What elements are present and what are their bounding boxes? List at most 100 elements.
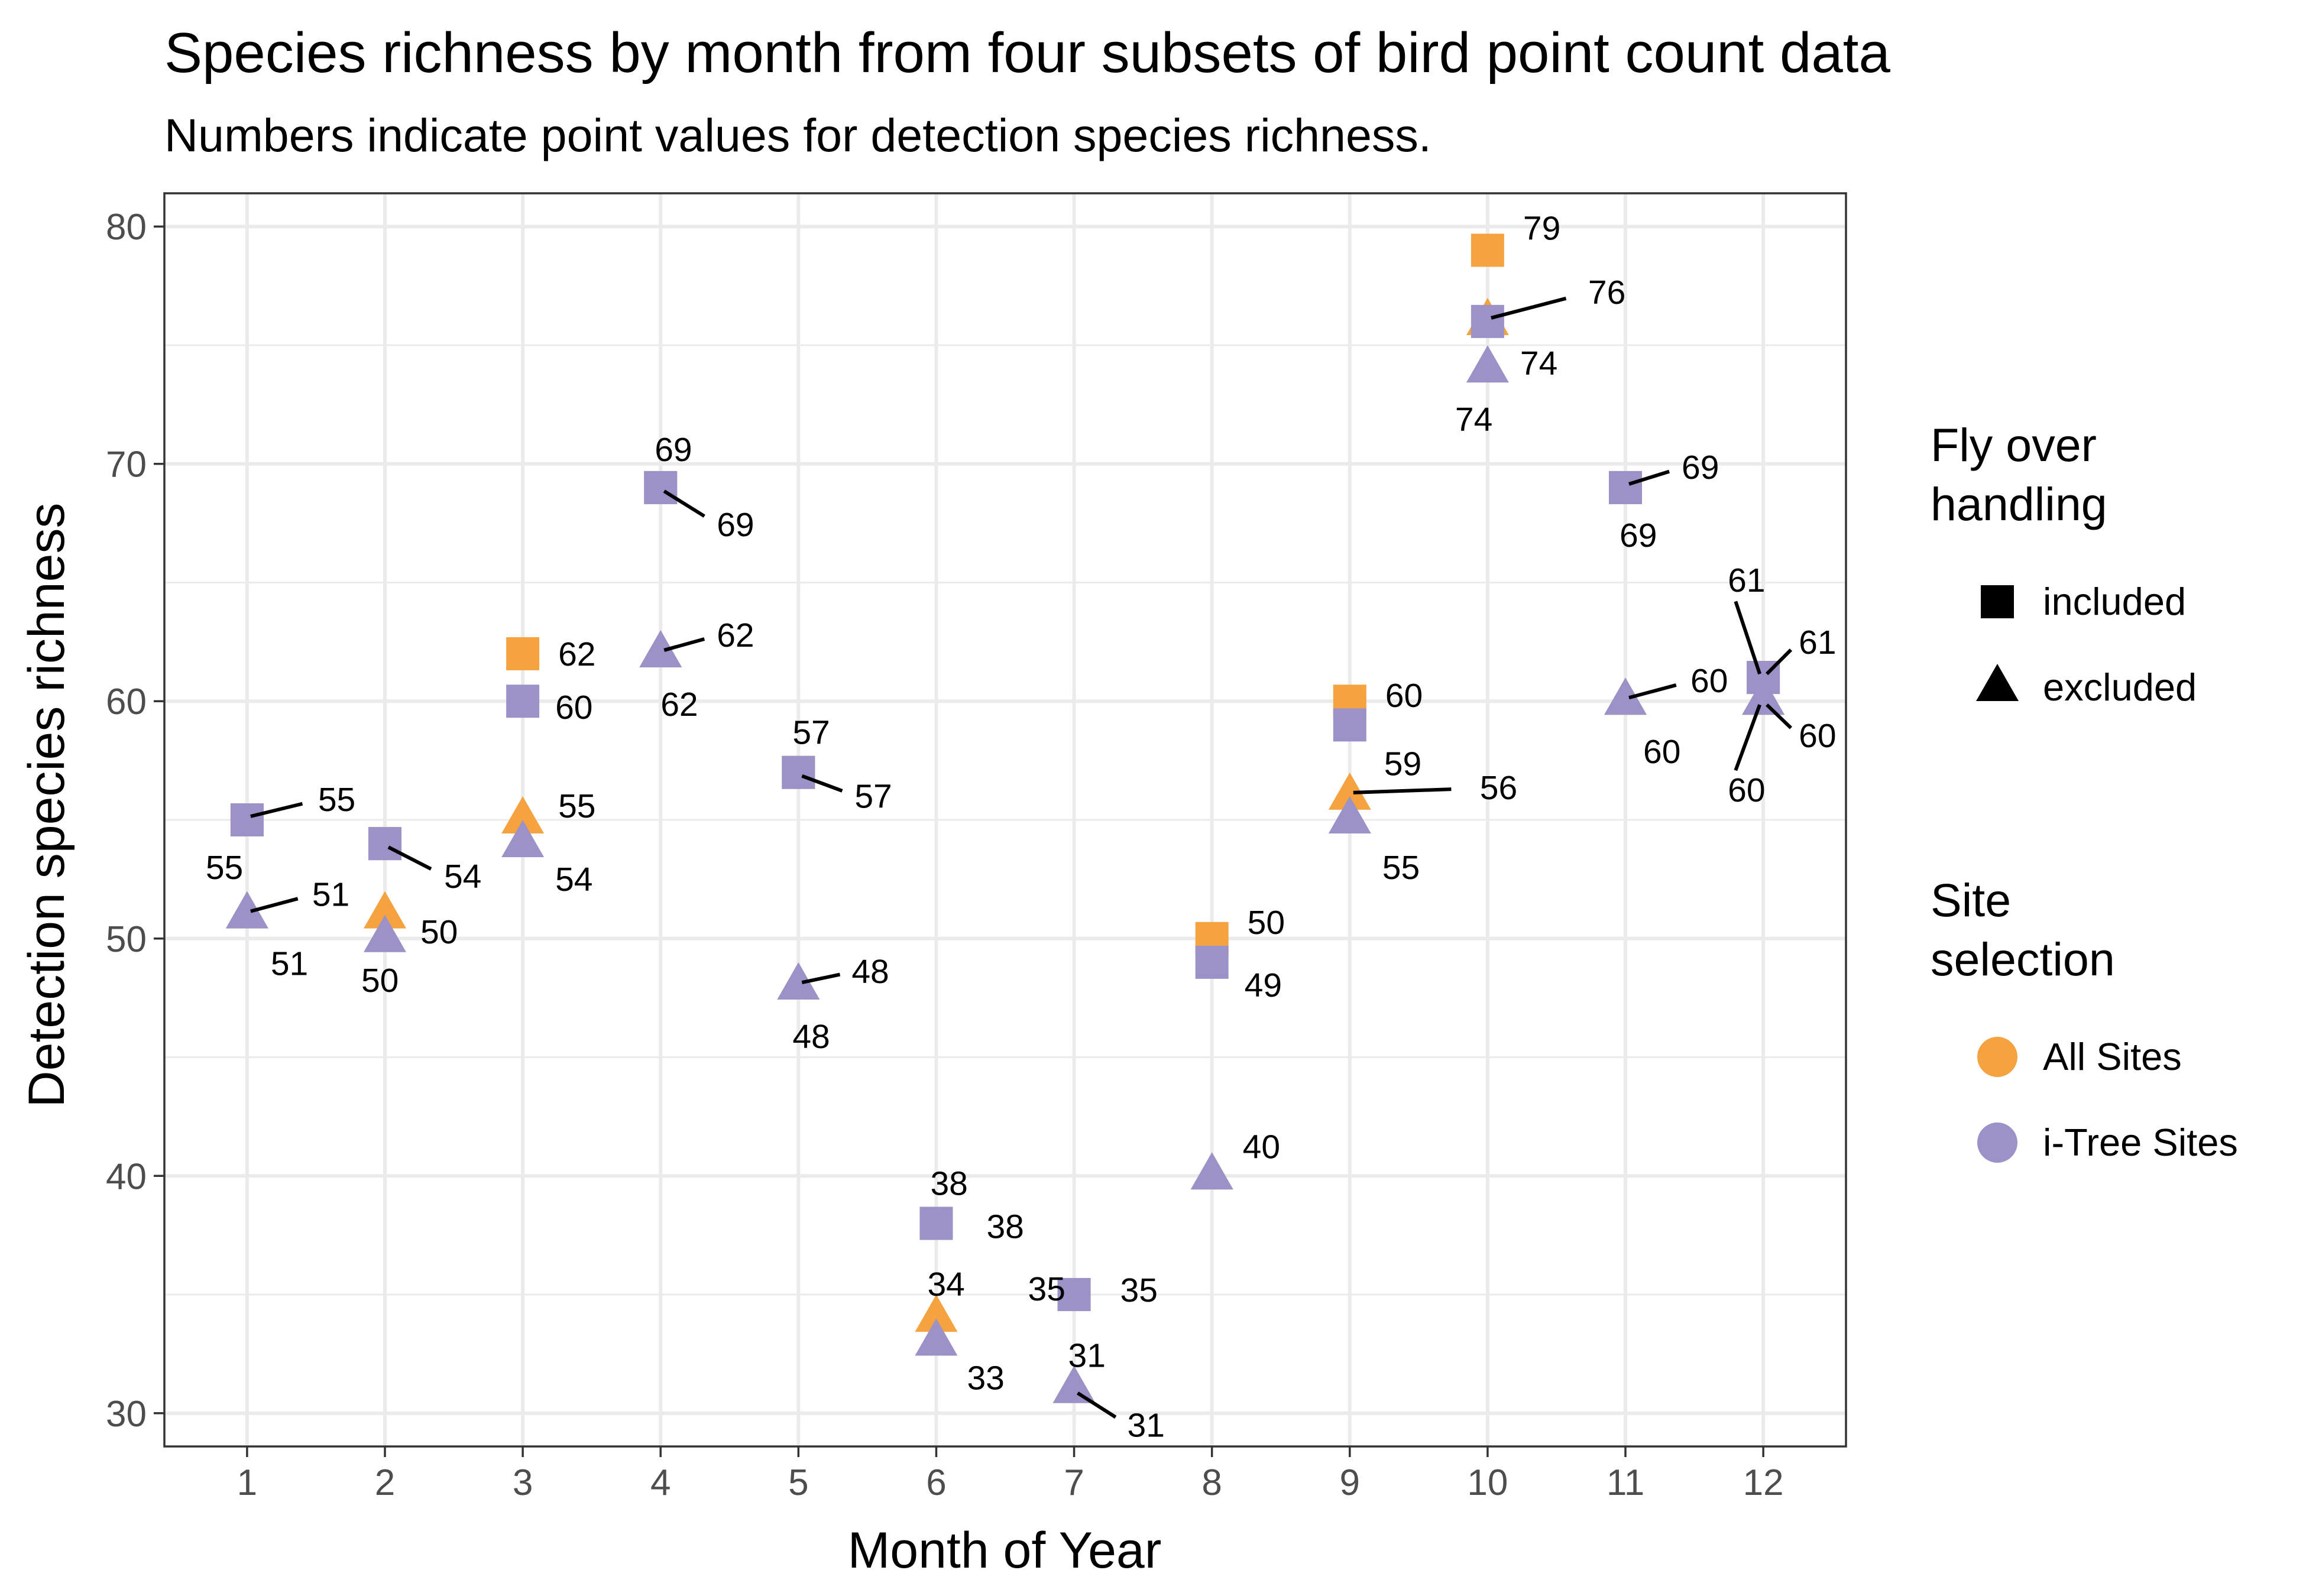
data-point (1471, 304, 1504, 338)
legend-title: selection (1931, 933, 2115, 985)
data-point (1190, 1152, 1233, 1190)
legend-title: Fly over (1931, 419, 2097, 471)
label-leader-line (663, 489, 705, 518)
point-label: 40 (1243, 1128, 1280, 1166)
data-point (1471, 233, 1504, 267)
point-label: 74 (1455, 401, 1492, 439)
y-tick-label: 40 (106, 1156, 147, 1197)
point-label: 69 (1682, 449, 1719, 486)
legend-key-square (1981, 585, 2014, 618)
point-label: 57 (792, 714, 830, 752)
chart-title: Species richness by month from four subs… (164, 21, 1890, 85)
data-point (915, 1295, 958, 1332)
point-label: 57 (854, 778, 892, 816)
label-leader-line (1076, 1391, 1117, 1419)
label-leader-line (1491, 296, 1567, 320)
point-label: 61 (1728, 562, 1765, 599)
point-label: 50 (420, 913, 458, 951)
x-tick-label: 7 (1064, 1462, 1084, 1503)
label-leader-line (1353, 787, 1452, 794)
panel-border (163, 192, 1847, 1448)
point-label: 74 (1520, 345, 1557, 382)
label-leader-line (1766, 703, 1793, 729)
point-label: 62 (660, 686, 698, 724)
y-tick-label: 80 (106, 207, 147, 248)
data-point (1333, 708, 1366, 742)
y-tick-label: 60 (106, 682, 147, 722)
data-point (1057, 1278, 1091, 1312)
data-point (915, 1318, 958, 1356)
x-tick-label: 1 (237, 1462, 257, 1503)
legend: Fly over handling included excluded Site sele… (1931, 419, 2238, 1164)
label-leader-line (1766, 648, 1793, 676)
data-point (225, 891, 268, 929)
legend-label: All Sites (2043, 1035, 2182, 1078)
point-label: 51 (312, 876, 349, 914)
x-axis-title: Month of Year (848, 1522, 1162, 1579)
x-tick-label: 10 (1467, 1462, 1508, 1503)
legend-label: included (2043, 580, 2186, 623)
data-point (506, 637, 540, 670)
data-point (777, 962, 820, 1000)
data-point (1328, 772, 1371, 810)
data-point (1328, 796, 1371, 833)
label-leader-line (663, 637, 705, 652)
data-point (644, 471, 678, 504)
point-label: 33 (967, 1359, 1004, 1397)
x-tick-label: 11 (1607, 1462, 1644, 1503)
point-label: 59 (1384, 745, 1421, 783)
point-label: 50 (1248, 904, 1285, 942)
data-point (919, 1206, 953, 1240)
point-label: 49 (1245, 966, 1282, 1004)
point-label: 69 (655, 431, 692, 469)
legend-key-color (1977, 1037, 2017, 1077)
point-label: 38 (930, 1165, 967, 1203)
label-leader-line (1734, 601, 1761, 675)
label-leader-line (250, 802, 303, 818)
x-tick-label: 12 (1743, 1462, 1784, 1503)
x-tick-label: 8 (1201, 1462, 1222, 1503)
legend-key-triangle (1976, 664, 2019, 701)
point-label: 38 (986, 1208, 1024, 1246)
x-tick-label: 4 (650, 1462, 671, 1503)
data-point (506, 685, 540, 718)
label-leader-line (387, 845, 432, 871)
data-point (1195, 945, 1229, 979)
data-point (1609, 471, 1643, 504)
data-points (225, 233, 1785, 1403)
point-label: 35 (1028, 1270, 1065, 1308)
point-label: 48 (851, 953, 889, 991)
point-label: 62 (717, 617, 754, 654)
point-label: 79 (1523, 209, 1560, 247)
grid (164, 193, 1846, 1446)
data-point (363, 914, 406, 952)
legend-key-color (1977, 1123, 2017, 1163)
data-point (501, 820, 545, 858)
data-point (368, 827, 401, 861)
point-label: 60 (1385, 677, 1423, 715)
label-leader-line (801, 972, 841, 984)
legend-title: handling (1931, 478, 2107, 530)
data-point (230, 803, 264, 836)
y-axis-title: Detection species richness (18, 503, 75, 1108)
data-point (1466, 345, 1509, 383)
point-label: 76 (1588, 274, 1625, 312)
point-label: 31 (1068, 1337, 1106, 1375)
chart-subtitle: Numbers indicate point values for detect… (164, 109, 1431, 161)
point-label: 60 (555, 689, 592, 726)
x-tick-label: 5 (788, 1462, 808, 1503)
x-tick-label: 3 (513, 1462, 533, 1503)
point-label: 55 (318, 781, 355, 819)
data-point (782, 755, 815, 789)
point-label: 60 (1690, 662, 1728, 700)
label-leader-line (250, 897, 299, 913)
data-point (363, 891, 406, 929)
data-point (1604, 677, 1647, 715)
point-label: 34 (927, 1266, 964, 1303)
point-label: 62 (558, 635, 595, 673)
legend-label: excluded (2043, 666, 2197, 709)
label-leader-line (1628, 469, 1670, 486)
point-label: 60 (1643, 733, 1680, 771)
point-labels: 6250607955345655546069573835495976696155… (206, 209, 1837, 1444)
